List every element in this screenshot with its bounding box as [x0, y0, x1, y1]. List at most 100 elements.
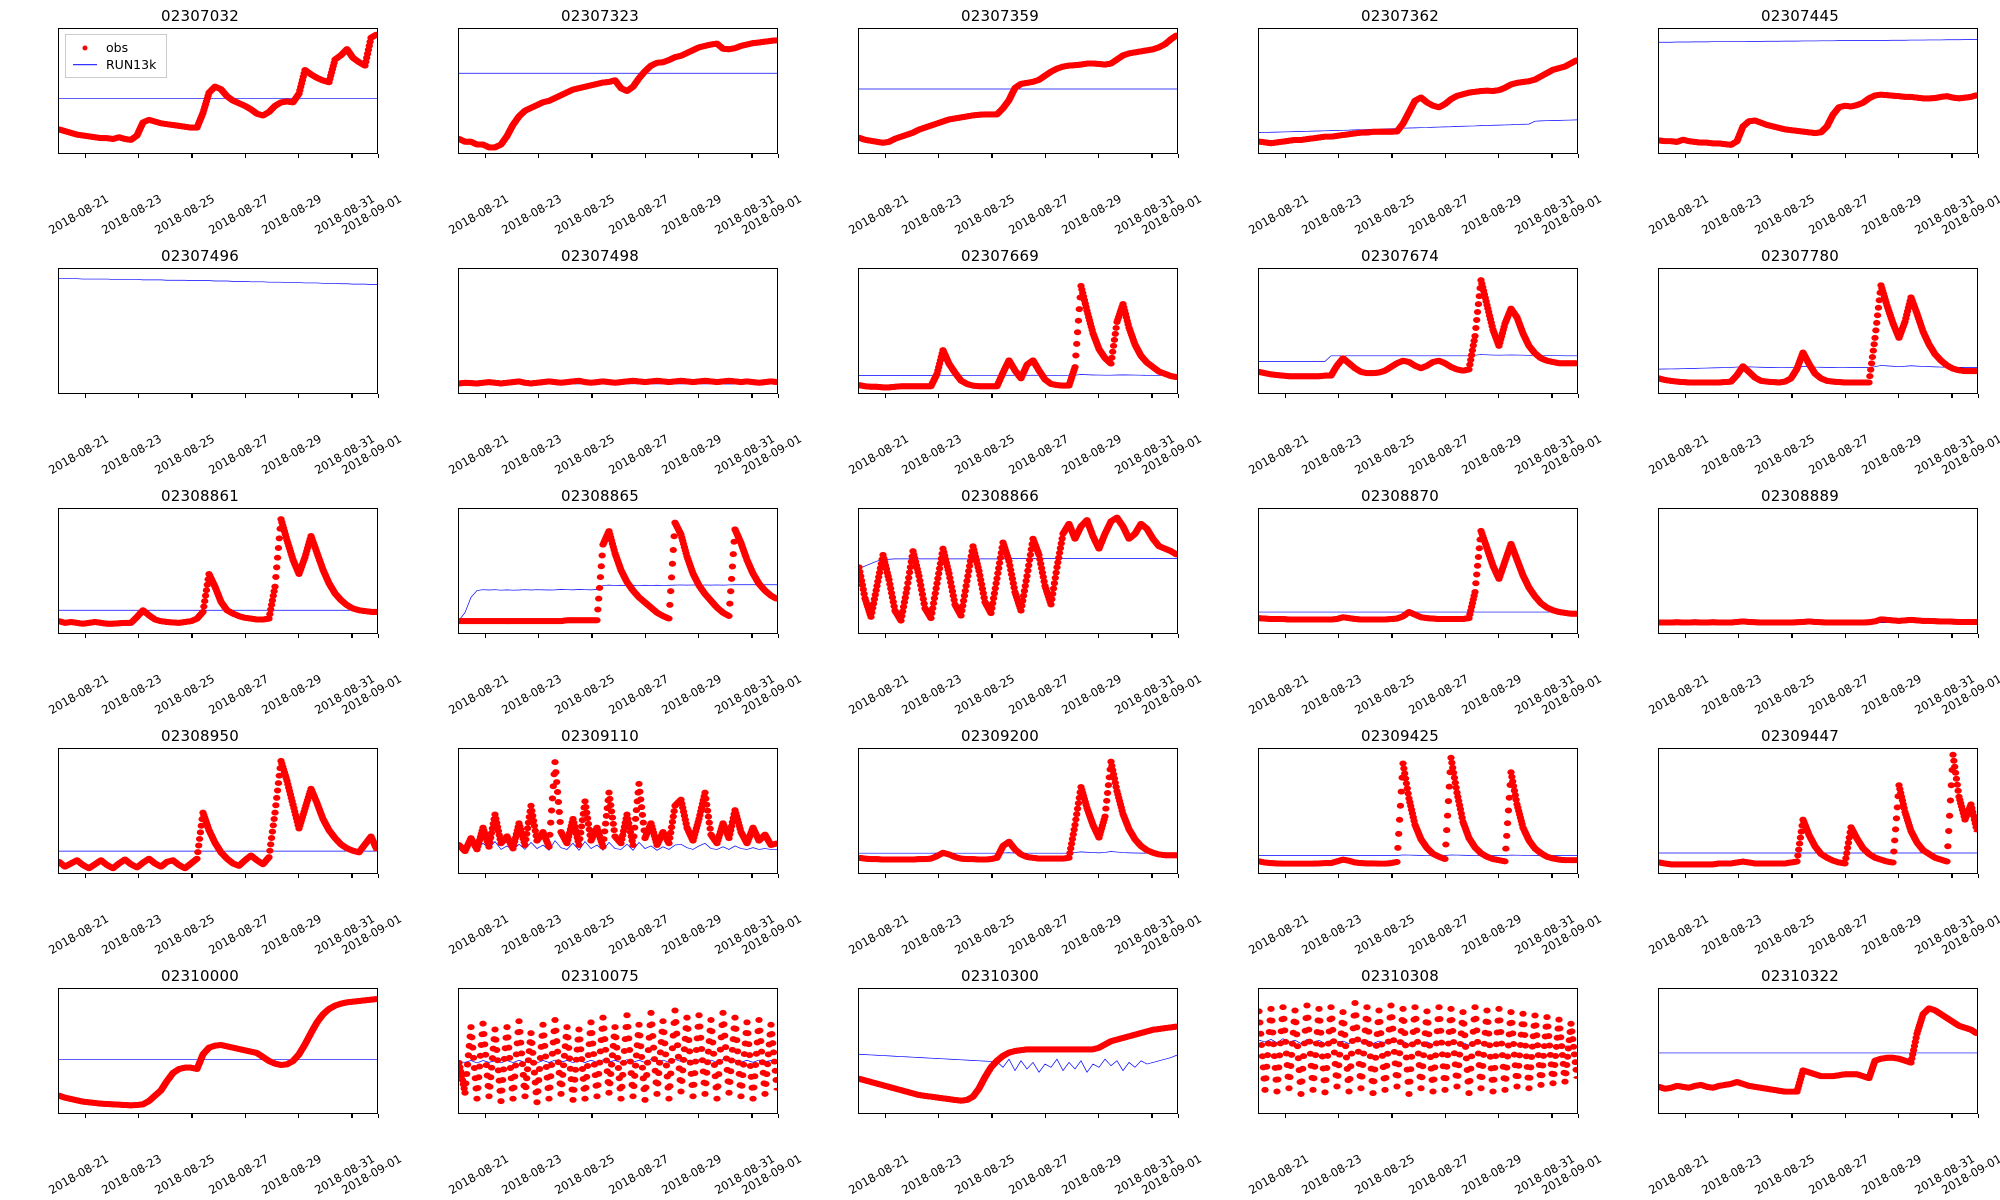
obs-points	[459, 759, 777, 855]
y-tickmark	[458, 130, 459, 131]
x-tick-label: 2018-08-21	[845, 671, 911, 717]
traces	[1659, 751, 1977, 868]
x-tickmark	[751, 1114, 753, 1118]
x-tickmark	[884, 874, 886, 878]
traces	[459, 37, 777, 151]
x-tickmark	[1338, 154, 1340, 158]
x-tickmark	[298, 874, 300, 878]
x-tickmark	[1844, 1114, 1846, 1118]
panel-title: 02307496	[161, 247, 239, 265]
x-tickmark	[1578, 874, 1580, 878]
x-tick-label: 2018-08-27	[1805, 191, 1871, 237]
obs-points	[1259, 57, 1577, 147]
y-tickmark	[1258, 104, 1259, 105]
y-tickmark	[858, 350, 859, 351]
x-tick-label: 2018-08-27	[1405, 191, 1471, 237]
y-tickmark	[1258, 827, 1259, 828]
panel-title: 02308889	[1761, 487, 1839, 505]
traces	[859, 282, 1177, 391]
x-tickmark	[538, 394, 540, 398]
y-tickmark	[1658, 777, 1659, 778]
x-tickmark	[1844, 634, 1846, 638]
panel-title: 02308866	[961, 487, 1039, 505]
y-tickmark	[858, 770, 859, 771]
x-tickmark	[138, 634, 140, 638]
panel-02308866: 02308866-0.50-0.250.000.252018-08-212018…	[800, 480, 1204, 720]
y-tickmark	[858, 530, 859, 531]
x-axis: 2018-08-21 2018-08-23 2018-08-25 2018-08-27…	[46, 394, 404, 480]
x-axis: 2018-08-21 2018-08-23 2018-08-25 2018-08-27…	[846, 394, 1204, 480]
x-axis: 2018-08-21 2018-08-23 2018-08-25 2018-08-27…	[46, 1114, 404, 1200]
x-tickmark	[1391, 634, 1393, 638]
x-tickmark	[1391, 154, 1393, 158]
x-tick-label: 2018-08-27	[605, 431, 671, 477]
x-tickmark	[1391, 1114, 1393, 1118]
x-tick-label: 2018-08-25	[552, 911, 618, 957]
x-tickmark	[1898, 874, 1900, 878]
plot-area: -0.20.00.20.4	[1258, 28, 1578, 154]
panel-title: 02307780	[1761, 247, 1839, 265]
panel-title: 02307359	[961, 7, 1039, 25]
panel-02307032: 02307032obsRUN13k-0.50.00.52018-08-21201…	[0, 0, 404, 240]
x-axis: 2018-08-21 2018-08-23 2018-08-25 2018-08-27…	[1646, 874, 2000, 960]
x-tick-label: 2018-08-27	[1005, 1151, 1071, 1197]
panel-title: 02310000	[161, 967, 239, 985]
y-tickmark	[858, 592, 859, 593]
x-tick-label: 2018-08-21	[1645, 911, 1711, 957]
sim-line-RUN13k	[859, 559, 1177, 569]
y-tickmark	[58, 611, 59, 612]
plot-area: 0.00.20.4	[1658, 748, 1978, 874]
x-axis: 2018-08-21 2018-08-23 2018-08-25 2018-08-27…	[1646, 634, 2000, 720]
y-tickmark	[1258, 71, 1259, 72]
x-tick-label: 2018-08-21	[845, 431, 911, 477]
x-tickmark	[1044, 1114, 1046, 1118]
x-tickmark	[538, 634, 540, 638]
sim-line-RUN13k	[1259, 855, 1577, 856]
x-tickmark	[1551, 1114, 1553, 1118]
x-tickmark	[1444, 874, 1446, 878]
x-axis: 2018-08-21 2018-08-23 2018-08-25 2018-08-27…	[1246, 394, 1604, 480]
x-tickmark	[1898, 394, 1900, 398]
traces	[59, 516, 377, 627]
x-axis: 2018-08-21 2018-08-23 2018-08-25 2018-08-27…	[1246, 874, 1604, 960]
obs-points	[1659, 282, 1977, 386]
panel-02307496: 02307496-0.02-0.010.002018-08-212018-08-…	[0, 240, 404, 480]
x-tickmark	[1791, 1114, 1793, 1118]
x-axis: 2018-08-21 2018-08-23 2018-08-25 2018-08-27…	[446, 394, 804, 480]
obs-points	[1259, 754, 1577, 867]
y-tickmark	[1658, 289, 1659, 290]
x-tickmark	[244, 1114, 246, 1118]
x-tickmark	[1098, 1114, 1100, 1118]
y-tickmark	[458, 1003, 459, 1004]
x-tickmark	[938, 874, 940, 878]
traces	[1659, 1005, 1977, 1095]
x-tickmark	[1178, 874, 1180, 878]
x-tick-label: 2018-08-21	[845, 1151, 911, 1197]
x-tickmark	[591, 154, 593, 158]
x-tickmark	[351, 1114, 353, 1118]
x-tick-label: 2018-08-21	[845, 191, 911, 237]
x-tickmark	[1338, 1114, 1340, 1118]
y-tickmark	[1258, 38, 1259, 39]
x-tick-label: 2018-08-27	[205, 1151, 271, 1197]
sim-line-RUN13k	[1659, 39, 1977, 42]
panel-02309425: 02309425 0.00.51.01.52018-08-212018-08-23…	[1200, 720, 1604, 960]
plot-area: -0.20.00.20.4	[458, 508, 778, 634]
traces	[1659, 29, 1977, 148]
panel-02307674: 02307674-0.20.00.20.40.62018-08-212018-0…	[1200, 240, 1604, 480]
legend-label: obs	[106, 40, 129, 55]
panel-02309200: 02309200 0.00.51.02018-08-212018-08-23201…	[800, 720, 1204, 960]
obs-points	[59, 516, 377, 627]
y-tickmark	[458, 1033, 459, 1034]
traces	[59, 269, 377, 393]
x-tickmark	[1338, 874, 1340, 878]
x-tickmark	[1551, 634, 1553, 638]
x-tickmark	[484, 1114, 486, 1118]
x-axis: 2018-08-21 2018-08-23 2018-08-25 2018-08-27…	[46, 874, 404, 960]
panel-02310308: 02310308 -0.50.00.52018-08-212018-08-2320…	[1200, 960, 1604, 1200]
x-tick-label: 2018-08-25	[152, 431, 218, 477]
y-tickmark	[1658, 370, 1659, 371]
x-tickmark	[1738, 394, 1740, 398]
x-tickmark	[1338, 634, 1340, 638]
y-tickmark	[1258, 570, 1259, 571]
